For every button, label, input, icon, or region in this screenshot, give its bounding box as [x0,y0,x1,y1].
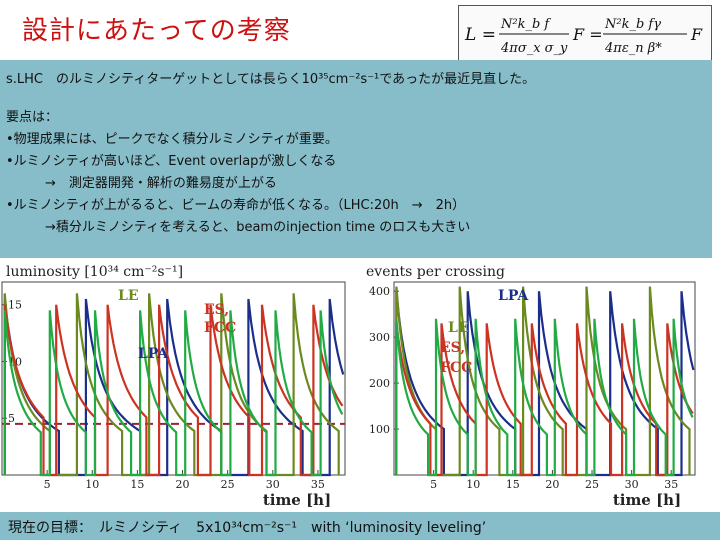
x-tick-label: 25 [585,478,599,491]
annotation-le: LE [118,288,139,304]
series-line-le [3,293,340,477]
series-line-le [395,286,691,477]
formula-frac2-den: 4πε_n β* [604,41,662,56]
events-per-crossing-chart: events per crossing 5 10 15 20 25 30 35 100 200 30… [366,264,696,509]
note-line-heading: 要点は： [6,110,59,125]
formula-frac2-num: N²k_b fγ [604,17,661,32]
x-tick-label: 35 [311,478,325,491]
footer-bar: 現在の目標： ルミノシティ 5x10³⁴cm⁻²s⁻¹ with ‘lumino… [0,512,720,540]
formula-frac1-num: N²k_b f [500,17,551,32]
chart-title: luminosity [10³⁴ cm⁻²s⁻¹] [6,264,183,280]
plot-frame [393,281,696,476]
footer-goal: 現在の目標： ルミノシティ 5x10³⁴cm⁻²s⁻¹ with ‘lumino… [8,520,487,536]
note-line-injection: →積分ルミノシティを考えると、beamのinjection time のロスも大… [6,220,471,235]
annotation-fcc: FCC [440,360,472,376]
note-line-integrated: •物理成果には、ピークでなく積分ルミノシティが重要。 [6,132,338,147]
formula-lhs: L = [464,25,496,45]
y-tick-label: 300 [369,331,390,344]
annotation-lpa: LPA [138,346,169,362]
series-line-lpa [3,298,345,477]
series-line-es-fcc [395,323,694,477]
annotation-lpa: LPA [498,288,529,304]
x-tick-label: 5 [44,478,51,491]
formula-rhs: F [690,25,703,44]
x-axis-label: time [h] [263,491,331,509]
series-line-es-fcc [3,304,344,477]
y-tick-label: 400 [369,285,390,298]
annotation-es: ES, [204,302,229,318]
series-line-green [3,310,344,477]
x-tick-label: 30 [625,478,639,491]
y-tick-label: 5 [8,412,15,425]
annotation-fcc: FCC [204,320,236,336]
x-axis-label: time [h] [613,491,681,509]
charts-figure: luminosity [10³⁴ cm⁻²s⁻¹] 5 10 15 20 25 30 35 5 1… [1,264,696,509]
luminosity-chart: luminosity [10³⁴ cm⁻²s⁻¹] 5 10 15 20 25 30 35 5 1… [1,264,346,509]
y-tick-label: 15 [8,299,22,312]
x-tick-label: 30 [266,478,280,491]
x-tick-label: 15 [130,478,144,491]
note-line-difficulty: → 測定器開発・解析の難易度が上がる [6,176,277,191]
note-line-overlap: •ルミノシティが高いほど、Event overlapが激しくなる [6,154,337,169]
slide-title: 設計にあたっての考察 [22,16,291,46]
summary-note-box: s.LHC のルミノシティターゲットとしては長らく10³⁵cm⁻²s⁻¹であった… [0,60,712,258]
x-tick-label: 35 [664,478,678,491]
series-line-lpa [395,291,695,477]
x-tick-label: 10 [466,478,480,491]
x-tick-label: 5 [430,478,437,491]
x-tick-label: 20 [545,478,559,491]
formula-mid: F = [572,25,603,44]
note-line-target: s.LHC のルミノシティターゲットとしては長らく10³⁵cm⁻²s⁻¹であった… [6,72,536,87]
x-tick-label: 10 [85,478,99,491]
y-tick-label: 100 [369,423,390,436]
plot-frame [1,281,346,476]
annotation-es: ES, [440,340,465,356]
x-tick-label: 20 [176,478,190,491]
chart-title: events per crossing [366,264,505,280]
x-tick-label: 25 [221,478,235,491]
series-line-green [395,318,694,477]
luminosity-formula: L = N²k_b f 4πσ_x σ_y F = N²k_b fγ 4πε_n… [458,5,712,63]
x-tick-label: 15 [506,478,520,491]
annotation-le: LE [448,320,469,336]
formula-frac1-den: 4πσ_x σ_y [500,41,568,56]
y-tick-label: 200 [369,377,390,390]
note-line-lifetime: •ルミノシティが上がるると、ビームの寿命が低くなる。（LHC:20h → 2h） [6,198,466,213]
